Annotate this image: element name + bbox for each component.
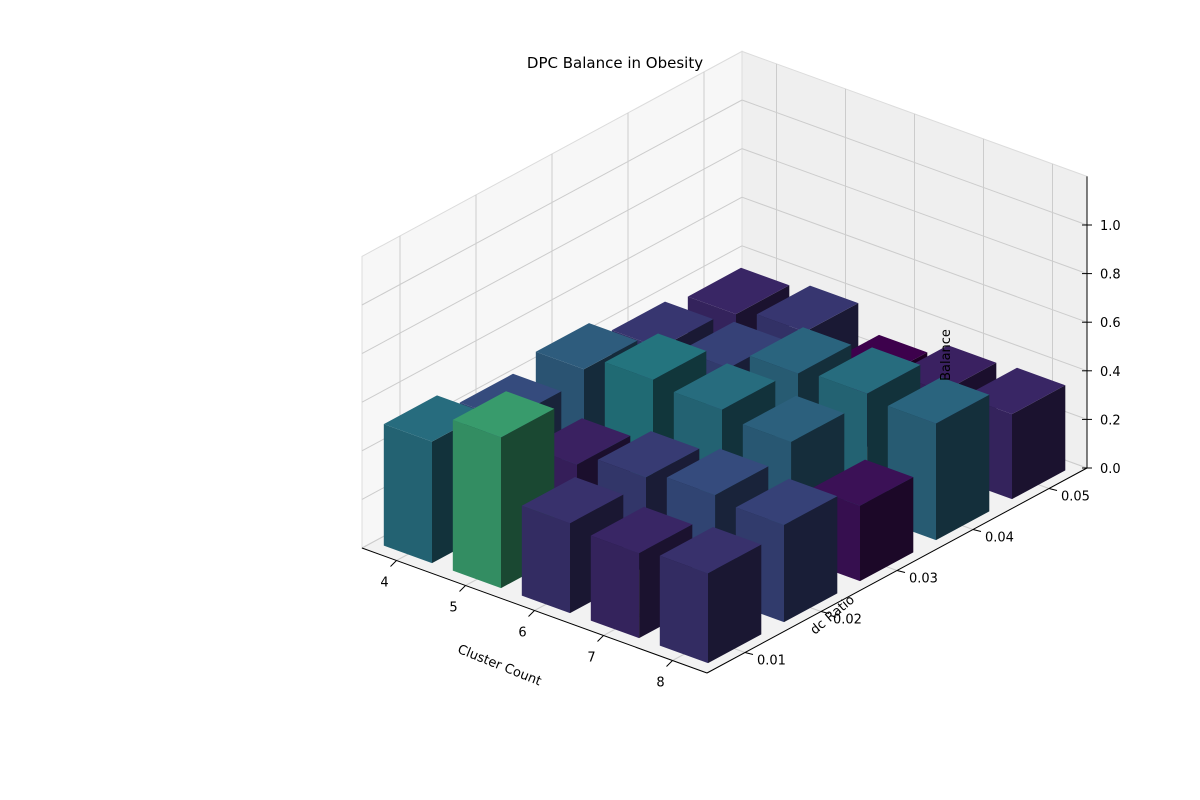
- bar-top-face: [590, 506, 693, 554]
- bar-top-face: [611, 301, 714, 348]
- x-tick-label: 5: [449, 601, 457, 616]
- axes-group: 4 5 6 7 8 0.01 0.02 0.03 0.04 0.05 0.0 0.2 0.4 0.6 0.8…: [361, 176, 1121, 691]
- y-tick-label: 0.02: [833, 613, 862, 628]
- x-axis-label: Cluster Count: [455, 642, 543, 689]
- z-tick-label: 0.8: [1100, 268, 1121, 283]
- bar-top-face: [749, 327, 852, 374]
- z-tick-label: 1.0: [1100, 219, 1121, 234]
- bar-side-face: [708, 544, 762, 664]
- grid-line: [361, 196, 743, 403]
- bar-top-face: [756, 285, 859, 332]
- bar-front-face: [452, 419, 501, 589]
- y-tick-label: 0.03: [909, 572, 938, 587]
- z-axis-label: Balance: [939, 329, 954, 381]
- bar-top-face: [887, 377, 990, 424]
- y-tick-mark: [820, 611, 830, 614]
- x-tick-mark: [666, 660, 673, 667]
- grid-line: [361, 99, 743, 306]
- bar-x8-y0.01: [659, 527, 762, 664]
- x-tick-mark: [597, 635, 604, 642]
- bar-top-face: [659, 527, 762, 574]
- bars-group: [383, 267, 1066, 664]
- bar-top-face: [535, 323, 638, 370]
- y-tick-mark: [896, 570, 906, 573]
- y-tick-mark: [1048, 488, 1058, 491]
- z-tick-label: 0.6: [1100, 316, 1121, 331]
- bar-side-face: [784, 496, 838, 623]
- grid-line: [741, 148, 1088, 275]
- bar-top-face: [687, 267, 790, 315]
- bar-top-face: [383, 395, 486, 442]
- y-tick-mark: [972, 529, 982, 532]
- bar-top-face: [735, 478, 838, 525]
- chart-title: DPC Balance in Obesity: [527, 54, 703, 72]
- bar-front-face: [383, 424, 432, 564]
- x-tick-label: 6: [518, 626, 526, 641]
- bar-top-face: [666, 448, 769, 495]
- x-tick-mark: [459, 585, 466, 592]
- grid-line: [741, 196, 1088, 323]
- y-tick-label: 0.05: [1061, 490, 1090, 505]
- bar-top-face: [811, 459, 914, 506]
- bar-top-face: [742, 395, 845, 442]
- bar-top-face: [673, 363, 776, 410]
- grid-line: [741, 245, 1088, 372]
- z-tick-label: 0.2: [1100, 413, 1121, 428]
- z-tick-label: 0.0: [1100, 462, 1121, 477]
- bar-side-face: [1012, 385, 1066, 500]
- grid-line: [741, 99, 1088, 226]
- x-tick-mark: [390, 560, 397, 567]
- bar-top-face: [521, 477, 624, 524]
- bar-top-face: [604, 333, 707, 380]
- y-tick-label: 0.04: [985, 531, 1014, 546]
- bar-side-face: [936, 394, 990, 541]
- y-tick-label: 0.01: [757, 654, 786, 669]
- bar-side-face: [860, 477, 914, 582]
- grid-line: [361, 148, 743, 355]
- bar-top-face: [452, 391, 555, 438]
- z-tick-label: 0.4: [1100, 365, 1121, 380]
- bar-front-face: [659, 555, 708, 664]
- x-tick-label: 4: [380, 576, 388, 591]
- bar-front-face: [521, 505, 570, 614]
- x-tick-mark: [528, 610, 535, 617]
- bar-top-face: [597, 431, 700, 478]
- x-tick-label: 8: [656, 676, 664, 691]
- bar-top-face: [818, 347, 921, 394]
- y-tick-mark: [744, 652, 754, 655]
- bar-x8-y0.04: [887, 377, 990, 541]
- x-tick-label: 7: [587, 651, 595, 666]
- bar-front-face: [590, 535, 640, 639]
